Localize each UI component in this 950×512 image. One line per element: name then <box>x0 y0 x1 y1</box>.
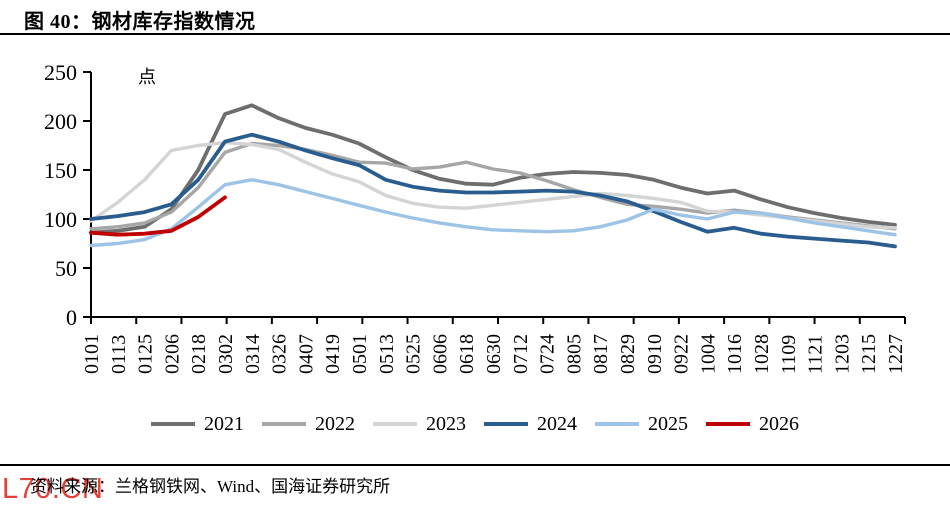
legend-item-2024: 2024 <box>484 413 577 436</box>
watermark-text: L70.CN <box>2 473 104 505</box>
legend-label-2022: 2022 <box>315 412 355 435</box>
x-tick-label: 1028 <box>751 334 773 374</box>
x-tick-label: 0910 <box>644 334 666 374</box>
y-tick-label: 200 <box>44 109 77 134</box>
x-tick-label: 1121 <box>805 335 827 374</box>
legend-label-2026: 2026 <box>759 412 799 435</box>
y-axis-unit-label: 点 <box>138 67 156 87</box>
footer-divider <box>0 464 950 466</box>
legend-swatch-2023 <box>373 422 417 426</box>
y-tick-label: 150 <box>44 158 77 183</box>
legend-item-2025: 2025 <box>595 413 688 436</box>
x-tick-label: 0829 <box>617 334 639 374</box>
x-tick-label: 1203 <box>831 334 853 374</box>
x-tick-label: 1004 <box>697 334 719 374</box>
x-tick-label: 0525 <box>403 334 425 374</box>
x-tick-label: 0805 <box>563 334 585 374</box>
legend-label-2024: 2024 <box>537 412 577 435</box>
x-tick-label: 0113 <box>108 335 130 374</box>
x-tick-label: 1016 <box>724 334 746 374</box>
x-tick-label: 0206 <box>161 334 183 374</box>
title-divider <box>0 33 950 35</box>
y-tick-label: 250 <box>44 60 77 85</box>
x-tick-label: 0419 <box>322 334 344 374</box>
y-tick-label: 0 <box>66 305 77 330</box>
x-tick-label: 0922 <box>671 334 693 374</box>
x-tick-label: 1227 <box>885 334 907 374</box>
legend-swatch-2025 <box>595 422 639 426</box>
x-tick-label: 0501 <box>349 334 371 374</box>
series-line-2026 <box>89 195 227 237</box>
x-tick-label: 0724 <box>537 334 559 374</box>
x-tick-label: 0326 <box>269 334 291 374</box>
legend-item-2021: 2021 <box>151 413 244 436</box>
x-tick-label: 1215 <box>858 334 880 374</box>
x-tick-label: 0407 <box>295 334 317 374</box>
legend-swatch-2024 <box>484 422 528 426</box>
legend-item-2026: 2026 <box>706 413 799 436</box>
legend-label-2025: 2025 <box>648 412 688 435</box>
source-text: 资料来源：兰格钢铁网、Wind、国海证券研究所 <box>30 477 391 496</box>
x-tick-label: 0606 <box>429 334 451 374</box>
x-tick-label: 0218 <box>188 334 210 374</box>
x-tick-label: 0302 <box>215 334 237 374</box>
legend-swatch-2026 <box>706 422 750 426</box>
legend-item-2022: 2022 <box>262 413 355 436</box>
legend-item-2023: 2023 <box>373 413 466 436</box>
legend-label-2021: 2021 <box>204 412 244 435</box>
legend-swatch-2021 <box>151 422 195 426</box>
y-tick-label: 100 <box>44 207 77 232</box>
chart-legend: 2021 2022 2023 2024 2025 2026 <box>0 408 950 440</box>
x-tick-label: 0618 <box>456 334 478 374</box>
figure-title: 图 40：钢材库存指数情况 <box>24 11 256 33</box>
legend-swatch-2022 <box>262 422 306 426</box>
legend-label-2023: 2023 <box>426 412 466 435</box>
series-line-2025 <box>89 178 897 248</box>
series-line-2021 <box>89 103 897 235</box>
x-tick-label: 0817 <box>590 334 612 374</box>
x-tick-label: 1109 <box>778 335 800 374</box>
x-tick-label: 0513 <box>376 334 398 374</box>
x-tick-label: 0125 <box>135 334 157 374</box>
x-tick-label: 0712 <box>510 334 532 374</box>
x-tick-label: 0630 <box>483 334 505 374</box>
y-tick-label: 50 <box>55 256 77 281</box>
x-tick-label: 0101 <box>81 334 103 374</box>
x-tick-label: 0314 <box>242 334 264 374</box>
series-line-2024 <box>89 132 897 249</box>
